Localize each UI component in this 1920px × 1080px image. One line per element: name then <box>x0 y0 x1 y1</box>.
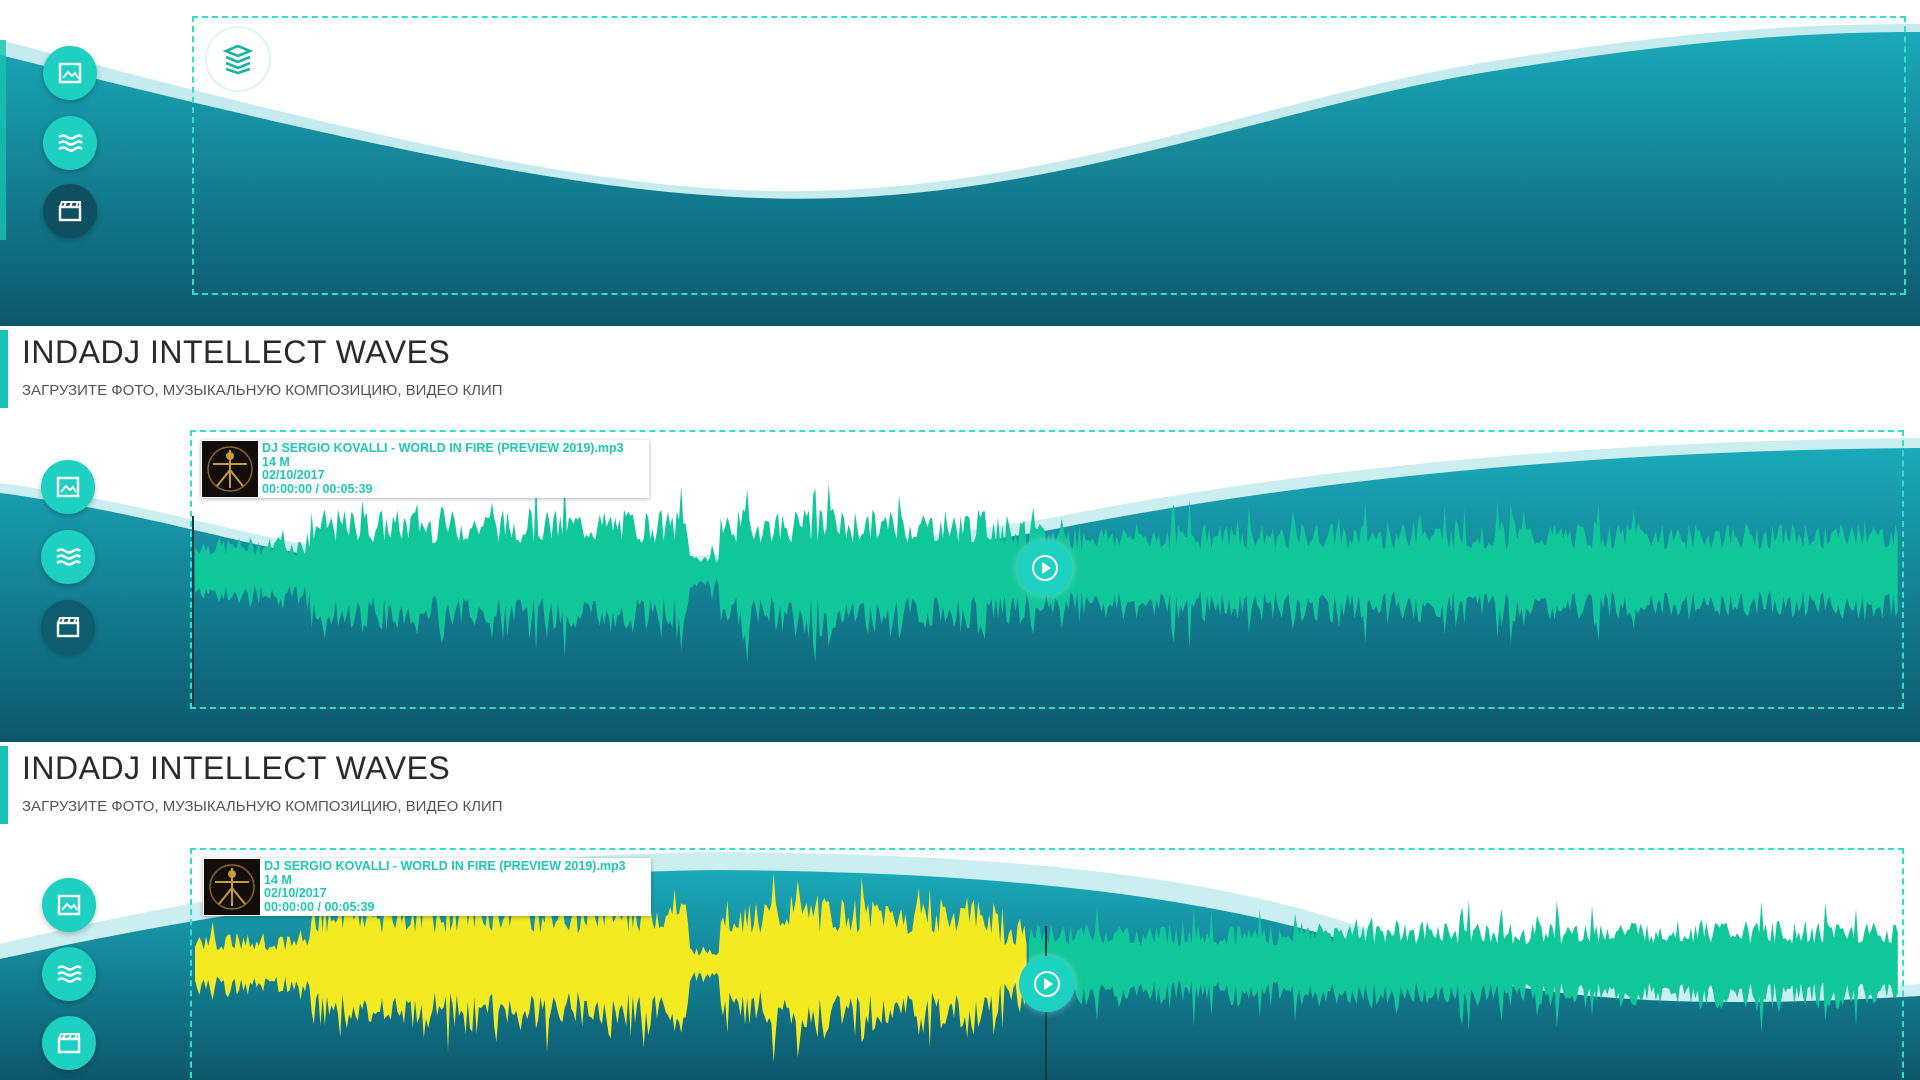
track-time: 00:00:00 / 00:05:39 <box>264 899 375 914</box>
upload-audio-button[interactable] <box>41 530 95 584</box>
accent-bar <box>0 330 8 408</box>
upload-image-button[interactable] <box>42 878 96 932</box>
track-size: 14 M <box>264 872 292 887</box>
track-filename: DJ SERGIO KOVALLI - WORLD IN FIRE (PREVI… <box>264 859 626 873</box>
page-title: INDADJ INTELLECT WAVES <box>22 334 451 370</box>
play-button[interactable] <box>1019 956 1075 1012</box>
album-art <box>202 441 258 497</box>
waves-icon <box>58 134 83 152</box>
track-date: 02/10/2017 <box>264 886 327 900</box>
page-title: INDADJ INTELLECT WAVES <box>22 750 451 786</box>
track-card[interactable]: DJ SERGIO KOVALLI - WORLD IN FIRE (PREVI… <box>201 440 649 498</box>
image-icon <box>56 476 80 498</box>
track-date: 02/10/2017 <box>262 468 325 482</box>
waves-icon <box>56 548 81 566</box>
waves-icon <box>57 965 82 983</box>
album-art <box>204 859 260 915</box>
clapperboard-icon <box>58 201 82 222</box>
clapperboard-icon <box>57 1033 81 1054</box>
upload-video-button[interactable] <box>43 184 97 238</box>
play-button[interactable] <box>1017 540 1073 596</box>
wave-background <box>0 24 1920 326</box>
upload-video-button[interactable] <box>42 1016 96 1070</box>
drop-zone[interactable] <box>190 430 1904 709</box>
track-size: 14 M <box>262 454 290 469</box>
track-info: DJ SERGIO KOVALLI - WORLD IN FIRE (PREVI… <box>262 440 624 498</box>
image-icon <box>57 894 81 916</box>
upload-panel-loaded: INDADJ INTELLECT WAVES ЗАГРУЗИТЕ ФОТО, М… <box>0 330 1920 742</box>
image-icon <box>58 62 82 84</box>
accent-bar <box>0 746 8 824</box>
accent-bar <box>0 40 6 240</box>
track-time: 00:00:00 / 00:05:39 <box>262 481 373 496</box>
upload-audio-button[interactable] <box>43 116 97 170</box>
layers-icon <box>222 44 254 75</box>
upload-panel-playing: INDADJ INTELLECT WAVES ЗАГРУЗИТЕ ФОТО, М… <box>0 746 1920 1080</box>
layers-badge <box>205 26 271 92</box>
track-info: DJ SERGIO KOVALLI - WORLD IN FIRE (PREVI… <box>264 858 626 916</box>
upload-video-button[interactable] <box>41 600 95 654</box>
play-icon <box>1034 971 1060 997</box>
play-icon <box>1032 555 1058 581</box>
track-card[interactable]: DJ SERGIO KOVALLI - WORLD IN FIRE (PREVI… <box>203 858 651 916</box>
page-subtitle: ЗАГРУЗИТЕ ФОТО, МУЗЫКАЛЬНУЮ КОМПОЗИЦИЮ, … <box>22 382 503 399</box>
clapperboard-icon <box>56 617 80 638</box>
upload-audio-button[interactable] <box>42 947 96 1001</box>
drop-zone[interactable] <box>192 16 1906 295</box>
upload-image-button[interactable] <box>41 460 95 514</box>
drop-zone[interactable] <box>190 848 1904 1080</box>
track-filename: DJ SERGIO KOVALLI - WORLD IN FIRE (PREVI… <box>262 441 624 455</box>
upload-panel-empty <box>0 0 1920 326</box>
playhead-start <box>192 516 194 706</box>
page-subtitle: ЗАГРУЗИТЕ ФОТО, МУЗЫКАЛЬНУЮ КОМПОЗИЦИЮ, … <box>22 798 503 815</box>
upload-image-button[interactable] <box>43 46 97 100</box>
